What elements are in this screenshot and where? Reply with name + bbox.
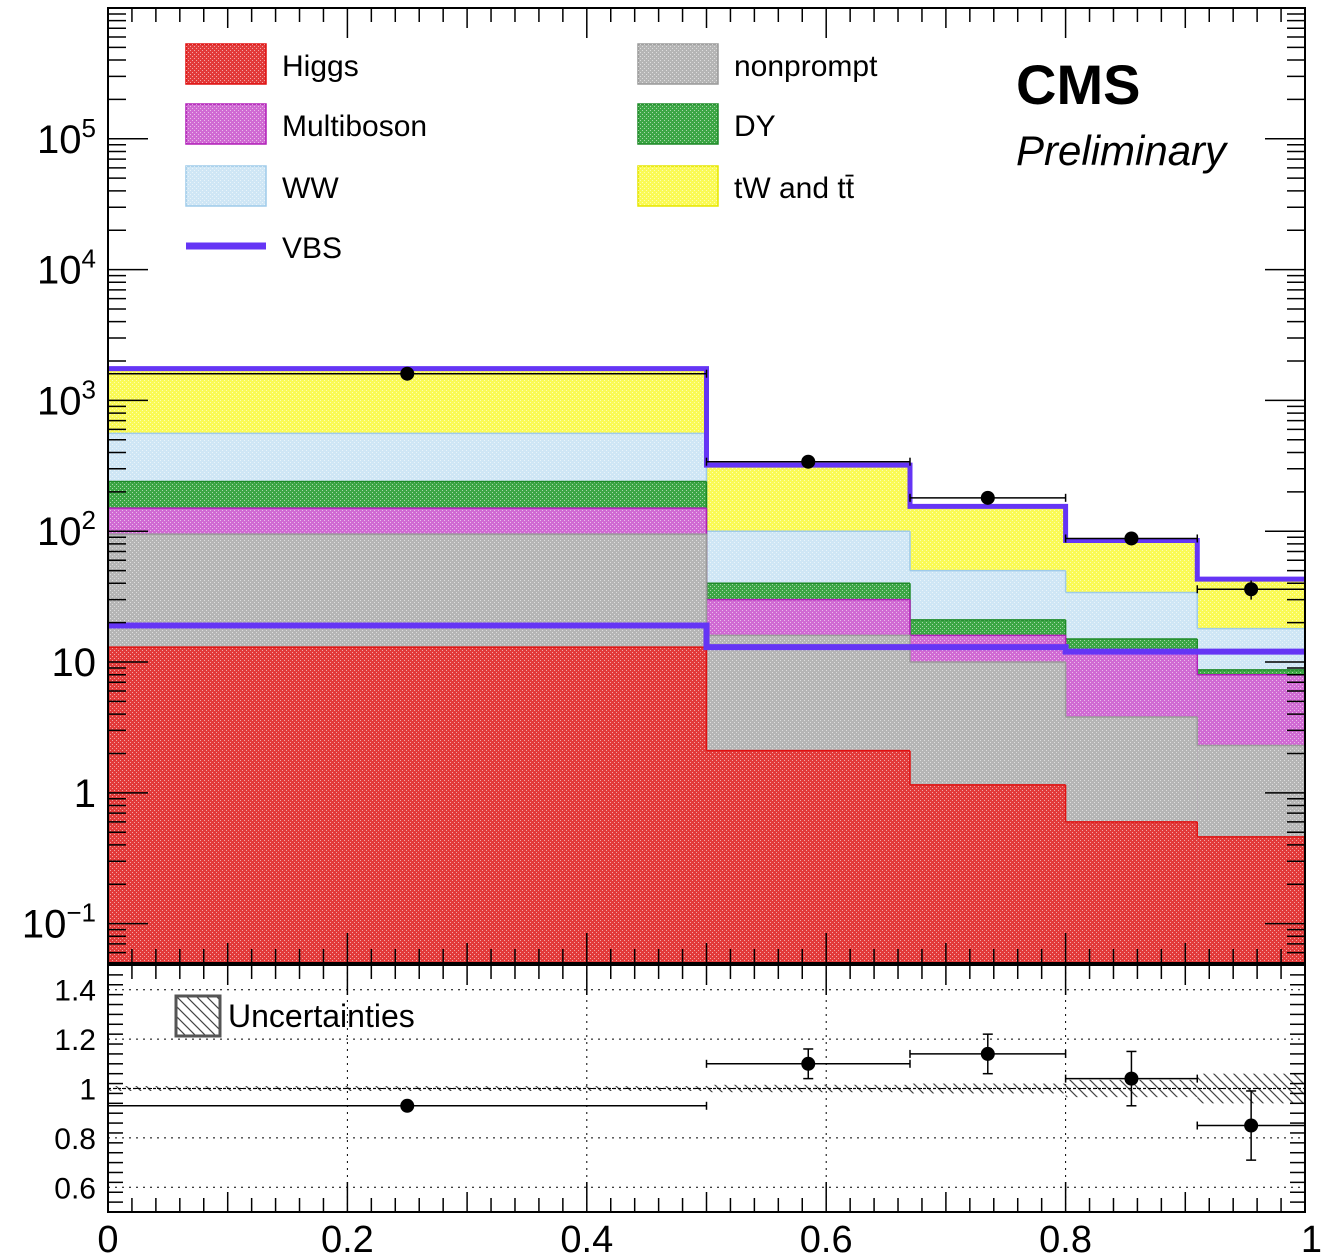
bar-texture-higgs-bin-3	[1065, 821, 1198, 963]
ratio-point-1	[801, 1056, 816, 1071]
legend-label-multiboson: Multiboson	[282, 110, 427, 143]
main-ytick-label: 102	[37, 505, 96, 554]
ratio-legend: Uncertainties	[174, 994, 415, 1038]
legend-swatch-ww-texture	[186, 166, 266, 206]
data-points-layer	[107, 366, 1306, 600]
ratio-ytick-label: 0.8	[54, 1123, 96, 1156]
legend-swatch-top-texture	[638, 166, 718, 206]
ratio-point-2	[980, 1046, 995, 1061]
x-tick-label: 0.4	[560, 1219, 613, 1258]
vbs-layer	[108, 366, 1305, 655]
main-axes	[107, 7, 1306, 964]
ratio-y-tick-labels: 0.6 0.8 1 1.2 1.4	[54, 975, 96, 1206]
legend-swatch-nonprompt-texture	[638, 44, 718, 84]
legend-swatch-dy-texture	[638, 104, 718, 144]
data-point-0	[400, 366, 415, 381]
main-ytick-label: 104	[37, 244, 96, 293]
data-point-4	[1244, 582, 1259, 597]
x-tick-label: 1	[1301, 1219, 1322, 1258]
legend-label-top: tW and tt̄	[734, 172, 855, 205]
main-ytick-label: 10−1	[22, 898, 96, 947]
bar-texture-higgs-bin-1	[706, 750, 910, 963]
legend-label-ww: WW	[282, 172, 339, 205]
ratio-point-4	[1244, 1118, 1259, 1133]
ratio-ytick-label: 0.6	[54, 1172, 96, 1205]
x-tick-label: 0.2	[321, 1219, 374, 1258]
ratio-point-0	[400, 1098, 415, 1113]
main-ytick-label: 1	[74, 772, 96, 816]
stacked-histogram	[108, 367, 1305, 963]
legend-swatch-multiboson-texture	[186, 104, 266, 144]
main-ytick-label: 105	[37, 113, 96, 162]
bar-texture-higgs-bin-2	[909, 784, 1066, 963]
data-point-1	[801, 454, 816, 469]
legend-label-higgs: Higgs	[282, 50, 359, 83]
legend-label-dy: DY	[734, 110, 776, 143]
vbs-line	[108, 622, 1305, 655]
x-tick-label: 0.6	[800, 1219, 853, 1258]
bar-texture-higgs-bin-4	[1197, 836, 1305, 963]
main-ytick-label: 103	[37, 374, 96, 423]
data-point-3	[1124, 531, 1139, 546]
x-tick-label: 0	[97, 1219, 118, 1258]
cms-label: CMS	[1016, 53, 1140, 116]
preliminary-label: Preliminary	[1016, 127, 1229, 174]
ratio-ytick-label: 1	[79, 1074, 96, 1107]
ratio-points-layer	[107, 1033, 1306, 1161]
ratio-band-bin-2	[909, 1083, 1066, 1094]
legend-label-vbs: VBS	[282, 232, 342, 265]
legend-swatch-higgs-texture	[186, 44, 266, 84]
ratio-band-bin-0	[108, 1086, 707, 1091]
ratio-ytick-label: 1.2	[54, 1024, 96, 1057]
total-stack-outline	[108, 366, 1305, 582]
ratio-legend-swatch	[174, 994, 222, 1038]
ratio-ytick-label: 1.4	[54, 975, 96, 1008]
ratio-plot: 0.6 0.8 1 1.2 1.4 0 0.2 0.4 0.6 0.8 1	[54, 964, 1322, 1258]
x-tick-labels: 0 0.2 0.4 0.6 0.8 1	[97, 1219, 1322, 1258]
main-ytick-label: 10	[52, 641, 97, 685]
ratio-axes	[107, 964, 1306, 1213]
legend: Higgs Multiboson WW VBS nonprompt DY tW …	[185, 43, 878, 265]
ratio-legend-label: Uncertainties	[228, 998, 415, 1034]
ratio-point-3	[1124, 1071, 1139, 1086]
main-y-tick-labels: 10−1 1 10 102 103 104 105	[22, 113, 96, 947]
main-plot: 10−1 1 10 102 103 104 105	[22, 7, 1306, 964]
bar-texture-higgs-bin-0	[108, 647, 707, 963]
data-point-2	[980, 490, 995, 505]
legend-label-nonprompt: nonprompt	[734, 50, 878, 83]
x-tick-label: 0.8	[1039, 1219, 1092, 1258]
